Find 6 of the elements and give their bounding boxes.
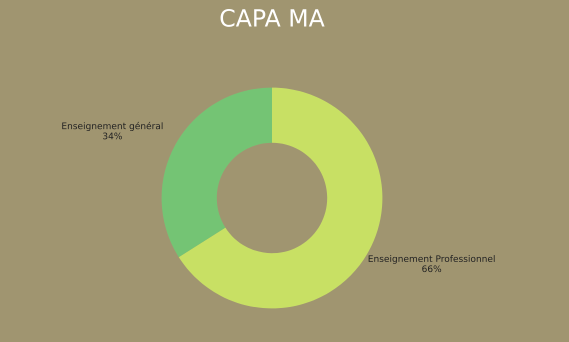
slice-label: Enseignement général: [62, 122, 163, 132]
donut-slice: [162, 88, 272, 258]
slice-label: Enseignement Professionnel: [368, 255, 495, 264]
data-label: 66%: [422, 265, 442, 272]
chart-title: CAPA MA: [220, 8, 325, 27]
data-label: 34%: [103, 132, 122, 140]
